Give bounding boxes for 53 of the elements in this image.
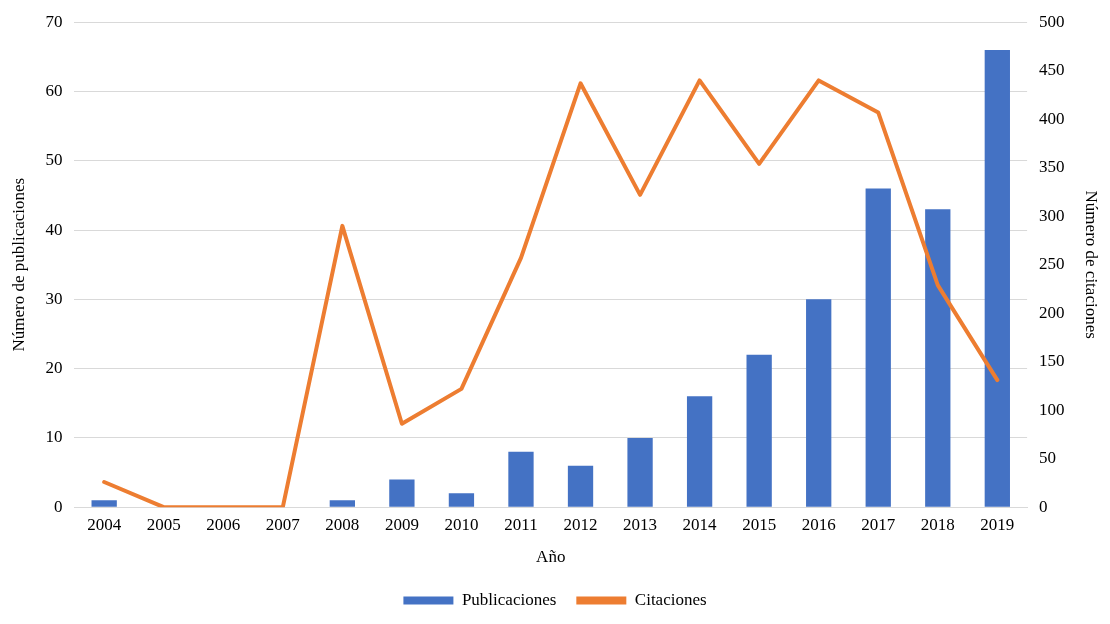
- y-tick-label: 60: [45, 80, 63, 100]
- x-tick-label: 2019: [980, 514, 1015, 534]
- y2-tick-label: 100: [1039, 399, 1065, 419]
- x-tick-label: 2006: [206, 514, 241, 534]
- y2-tick-label: 200: [1039, 302, 1065, 322]
- y-tick-label: 50: [45, 150, 63, 170]
- x-tick-label: 2012: [563, 514, 598, 534]
- x-tick-label: 2008: [325, 514, 360, 534]
- bar: [448, 493, 475, 507]
- x-tick-label: 2013: [623, 514, 658, 534]
- y-tick-label: 10: [45, 427, 63, 447]
- legend-label: Citaciones: [634, 589, 707, 609]
- y2-tick-label: 300: [1039, 205, 1065, 225]
- x-axis-title: Año: [536, 547, 566, 567]
- bar: [627, 437, 653, 507]
- y2-tick-label: 450: [1039, 60, 1065, 80]
- bar: [389, 479, 415, 507]
- y-tick-label: 70: [45, 11, 63, 31]
- x-tick-label: 2016: [801, 514, 836, 534]
- bar: [567, 465, 594, 507]
- x-tick-label: 2004: [87, 514, 122, 534]
- y2-axis-title: Número de citaciones: [1082, 190, 1102, 339]
- x-tick-label: 2015: [742, 514, 777, 534]
- y-axis-title: Número de publicaciones: [8, 177, 28, 352]
- x-tick-label: 2009: [384, 514, 419, 534]
- y-tick-label: 40: [45, 219, 63, 239]
- y2-tick-label: 0: [1039, 496, 1048, 516]
- y-tick-label: 30: [45, 288, 63, 308]
- y2-tick-label: 500: [1039, 11, 1065, 31]
- bar: [806, 299, 832, 507]
- y2-tick-label: 350: [1039, 157, 1065, 177]
- x-tick-label: 2018: [920, 514, 955, 534]
- bar: [865, 188, 891, 507]
- y-tick-label: 20: [45, 358, 63, 378]
- legend-label: Publicaciones: [461, 589, 557, 609]
- bar: [925, 209, 951, 507]
- y2-tick-label: 150: [1039, 351, 1065, 371]
- x-tick-label: 2005: [146, 514, 181, 534]
- bar: [91, 500, 117, 507]
- y2-tick-label: 50: [1039, 448, 1057, 468]
- y2-tick-label: 250: [1039, 254, 1065, 274]
- x-tick-label: 2007: [265, 514, 301, 534]
- bar: [329, 500, 355, 507]
- y2-tick-label: 400: [1039, 108, 1065, 128]
- bar: [984, 49, 1010, 507]
- bar: [686, 396, 713, 507]
- x-tick-label: 2014: [682, 514, 718, 534]
- y-tick-label: 0: [53, 496, 63, 516]
- x-tick-label: 2011: [504, 514, 538, 534]
- x-tick-label: 2010: [444, 514, 479, 534]
- bar: [508, 451, 534, 507]
- bar: [746, 354, 772, 507]
- x-tick-label: 2017: [861, 514, 896, 534]
